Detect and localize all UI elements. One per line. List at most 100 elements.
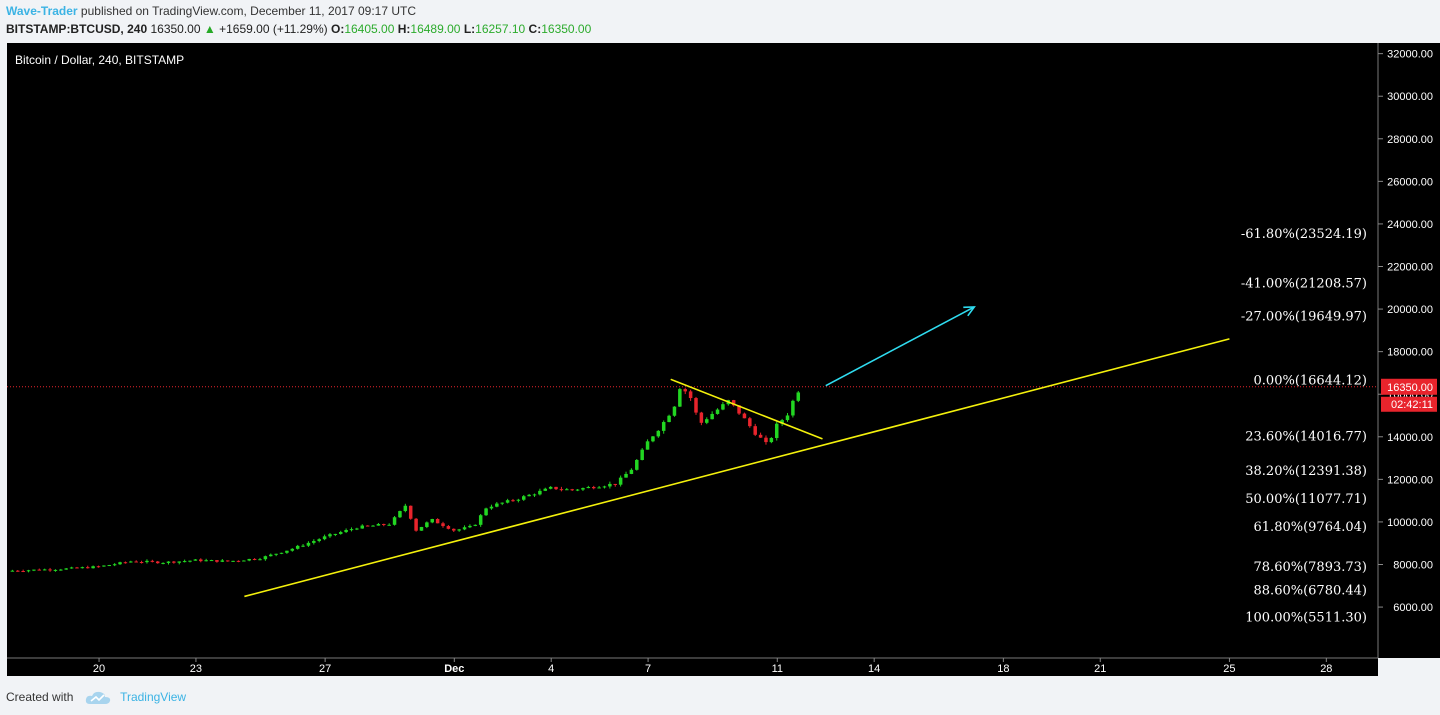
candle-body bbox=[161, 562, 165, 564]
x-tick-label: 18 bbox=[997, 663, 1009, 675]
candle-body bbox=[710, 413, 714, 420]
last-price: 16350.00 bbox=[150, 22, 201, 36]
price-badge: 16350.00 02:42:11 bbox=[1381, 378, 1437, 412]
price-chart[interactable]: Bitcoin / Dollar, 240, BITSTAMP 6000.00 8… bbox=[0, 40, 1440, 680]
candle-body bbox=[446, 526, 451, 529]
candle-body bbox=[527, 494, 531, 497]
trendline-support[interactable] bbox=[244, 338, 1230, 598]
fib-level-label: 100.00%(5511.30) bbox=[1245, 610, 1367, 625]
candle-body bbox=[602, 486, 607, 488]
candle-body bbox=[193, 559, 198, 561]
fibonacci-levels: -61.80%(23524.19) -41.00%(21208.57) -27.00… bbox=[1241, 227, 1367, 625]
candle-body bbox=[796, 392, 801, 401]
projection-arrow[interactable] bbox=[825, 306, 976, 387]
candle-body bbox=[69, 567, 74, 569]
fib-level-label: 50.00%(11077.71) bbox=[1245, 492, 1367, 507]
candle-body bbox=[516, 499, 521, 501]
tradingview-link[interactable]: TradingView bbox=[120, 690, 187, 704]
candle-body bbox=[301, 545, 305, 547]
candle-body bbox=[581, 488, 585, 490]
candle-body bbox=[651, 436, 655, 442]
symbol-label: BITSTAMP:BTCUSD, 240 bbox=[6, 22, 148, 36]
candle-body bbox=[505, 500, 510, 503]
candle-body bbox=[408, 505, 413, 519]
candle-body bbox=[403, 505, 408, 512]
y-tick-label: 28000.00 bbox=[1387, 134, 1433, 146]
candle-body bbox=[780, 420, 784, 424]
candle-body bbox=[166, 561, 171, 563]
candle-body bbox=[102, 565, 106, 567]
arrow-shaft[interactable] bbox=[825, 306, 975, 387]
x-tick-label: 25 bbox=[1223, 663, 1235, 675]
publish-text: published on TradingView.com, December 1… bbox=[77, 4, 417, 18]
candle-body bbox=[667, 415, 671, 423]
candle-body bbox=[225, 560, 230, 562]
candle-body bbox=[10, 570, 15, 572]
trendline-wedge-top[interactable] bbox=[670, 378, 823, 440]
y-tick-label: 24000.00 bbox=[1387, 219, 1433, 231]
x-tick-label: 14 bbox=[868, 663, 880, 675]
candle-body bbox=[328, 534, 332, 537]
price-badge-bg bbox=[1381, 378, 1437, 395]
candle-body bbox=[608, 483, 612, 487]
candle-body bbox=[365, 525, 370, 527]
fib-level-label: 78.60%(7893.73) bbox=[1254, 560, 1367, 575]
candle-body bbox=[75, 567, 79, 569]
arrow-head[interactable] bbox=[963, 306, 976, 317]
y-tick-label: 6000.00 bbox=[1393, 602, 1433, 614]
candle-body bbox=[306, 542, 311, 546]
fib-level-label: 88.60%(6780.44) bbox=[1254, 583, 1367, 598]
trendlines[interactable] bbox=[244, 338, 1230, 598]
candle-body bbox=[263, 556, 268, 560]
candle-body bbox=[721, 404, 725, 410]
x-tick-label: Dec bbox=[444, 663, 464, 675]
candle-body bbox=[613, 483, 618, 485]
candle-body bbox=[748, 418, 752, 427]
author-link[interactable]: Wave-Trader bbox=[6, 4, 78, 18]
x-tick-label: 20 bbox=[93, 663, 105, 675]
candle-body bbox=[683, 389, 687, 392]
plot-background bbox=[7, 43, 1378, 658]
x-tick-label: 4 bbox=[548, 663, 554, 675]
candle-body bbox=[699, 412, 704, 423]
open-value: 16405.00 bbox=[344, 22, 395, 36]
candle-body bbox=[538, 490, 542, 495]
candle-body bbox=[645, 441, 650, 450]
candle-body bbox=[312, 541, 316, 543]
price-axis bbox=[1378, 43, 1440, 658]
candle-body bbox=[295, 545, 300, 549]
candle-body bbox=[376, 524, 381, 526]
low-value: 16257.10 bbox=[475, 22, 526, 36]
price-badge-label: 16350.00 bbox=[1387, 382, 1433, 394]
candle-body bbox=[473, 524, 478, 526]
chart-title: Bitcoin / Dollar, 240, BITSTAMP bbox=[15, 53, 184, 67]
candle-body bbox=[242, 560, 246, 562]
candle-body bbox=[785, 415, 790, 421]
price-change: +1659.00 (+11.29%) bbox=[219, 22, 328, 36]
candle-body bbox=[640, 449, 644, 460]
candle-body bbox=[252, 558, 257, 560]
candle-body bbox=[705, 419, 709, 423]
candle-body bbox=[597, 487, 601, 489]
candle-body bbox=[656, 430, 661, 437]
candle-body bbox=[344, 529, 348, 533]
y-tick-label: 32000.00 bbox=[1387, 49, 1433, 61]
candle-body bbox=[430, 519, 434, 523]
candle-body bbox=[688, 391, 693, 399]
candle-body bbox=[462, 527, 467, 530]
candle-body bbox=[199, 559, 203, 562]
footer: Created with TradingView bbox=[6, 690, 186, 705]
candle-body bbox=[26, 570, 31, 572]
x-tick-label: 7 bbox=[645, 663, 651, 675]
candle-body bbox=[543, 488, 548, 491]
y-tick-label: 22000.00 bbox=[1387, 262, 1433, 274]
tradingview-cloud-icon bbox=[85, 691, 110, 704]
candle-body bbox=[511, 500, 515, 502]
candle-body bbox=[419, 526, 424, 531]
candle-body bbox=[155, 561, 160, 564]
countdown-bg bbox=[1381, 396, 1437, 412]
candle-body bbox=[96, 566, 101, 568]
candle-body bbox=[629, 469, 634, 474]
candle-body bbox=[129, 561, 133, 563]
candle-body bbox=[382, 524, 386, 526]
